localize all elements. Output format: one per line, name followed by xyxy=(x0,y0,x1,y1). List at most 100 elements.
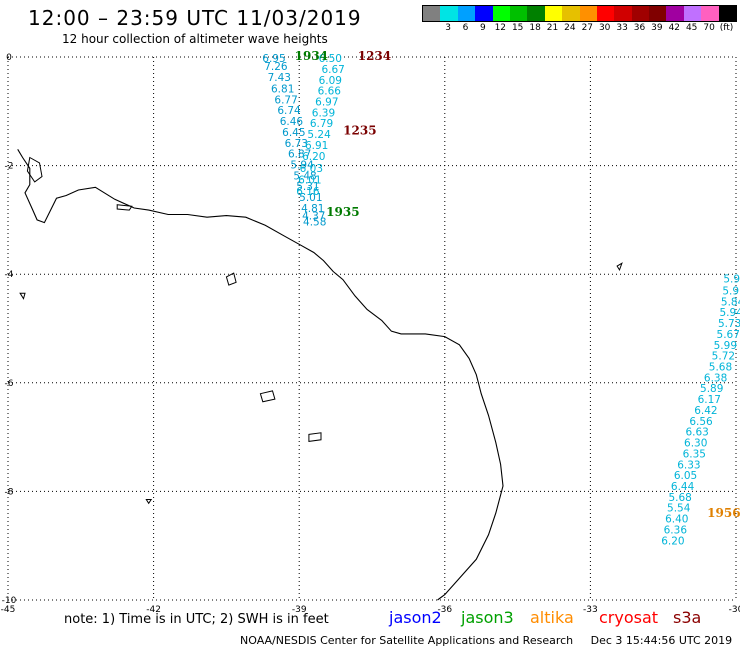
legend-swatch xyxy=(666,6,684,21)
pass-time-label: 1935 xyxy=(326,205,359,219)
swh-reading: 6.38 xyxy=(704,372,727,384)
swh-reading: 5.72 xyxy=(712,351,735,363)
legend-swatch xyxy=(701,6,719,21)
swh-reading: 5.67 xyxy=(717,329,740,341)
credit-text: NOAA/NESDIS Center for Satellite Applica… xyxy=(240,634,574,647)
legend-swatch xyxy=(649,6,667,21)
satellite-name: jason3 xyxy=(461,608,514,627)
footer-note: note: 1) Time is in UTC; 2) SWH is in fe… xyxy=(64,612,329,627)
pass-time-label: 1235 xyxy=(343,123,376,137)
swh-reading: 5.68 xyxy=(668,492,691,504)
swh-reading: 6.87 xyxy=(288,149,311,161)
map-subtitle: 12 hour collection of altimeter wave hei… xyxy=(62,32,328,46)
legend-tick-label: 39 xyxy=(651,23,663,33)
island-outline xyxy=(259,390,276,403)
legend-tick-label: 21 xyxy=(546,23,559,33)
swh-reading: 4.58 xyxy=(303,217,326,229)
legend-tick-label: 36 xyxy=(633,23,646,33)
legend-tick-label: 6 xyxy=(462,23,469,33)
swh-reading: 6.81 xyxy=(271,83,294,95)
legend-tick-label: 18 xyxy=(529,23,541,33)
swh-reading: 6.91 xyxy=(305,140,328,152)
swh-reading: 5.89 xyxy=(700,383,723,395)
swh-reading: 5.96 xyxy=(723,274,740,286)
credit-line: NOAA/NESDIS Center for Satellite Applica… xyxy=(240,634,732,647)
pass-time-label: 1234 xyxy=(358,49,391,63)
legend-swatch xyxy=(718,6,737,21)
satellite-name: s3a xyxy=(673,608,702,627)
map-title: 12:00 – 23:59 UTC 11/03/2019 xyxy=(28,6,362,30)
pass-time-label: 1956 xyxy=(707,506,740,520)
swh-reading: 6.09 xyxy=(319,75,342,87)
legend-swatch xyxy=(527,6,545,21)
legend-tick-label: 27 xyxy=(581,23,594,33)
island-outline xyxy=(616,262,623,272)
coastline xyxy=(17,149,623,601)
legend-swatch xyxy=(440,6,458,21)
swh-reading: 5.68 xyxy=(709,362,732,374)
swh-reading: 4.81 xyxy=(301,203,324,215)
lon-tick-label: -42 xyxy=(146,605,161,615)
legend-swatch xyxy=(475,6,493,21)
swh-reading: 5.31 xyxy=(296,181,319,193)
swh-reading: 5.24 xyxy=(307,129,331,141)
pass-time-labels: 1934 1234 1235 1935 1956 xyxy=(295,49,740,520)
legend-tick-label: 24 xyxy=(564,23,576,33)
legend-tick-label: 42 xyxy=(668,23,681,33)
axis-labels: -45 -42 -39 -36 -33 -30 0 -2 -4 -6 -8 -10 xyxy=(1,53,740,615)
swh-reading: 6.66 xyxy=(318,86,342,98)
satellite-name: jason2 xyxy=(389,608,442,627)
swh-reading: 6.77 xyxy=(274,94,297,106)
legend-tick-label: 9 xyxy=(480,23,486,33)
island-outline xyxy=(19,292,26,300)
swh-reading: 6.35 xyxy=(683,448,706,460)
lat-tick-label: -4 xyxy=(5,270,14,280)
swh-reading: 6.73 xyxy=(285,138,308,150)
island-outline xyxy=(145,499,153,505)
swh-reading: 6.56 xyxy=(689,416,713,428)
legend-unit: (ft) xyxy=(719,23,734,33)
swh-reading: 6.36 xyxy=(664,524,688,536)
color-legend: 3 6 9 12 15 18 21 24 27 30 33 36 39 42 45 70 (ft) xyxy=(422,5,738,36)
lon-tick-label: -33 xyxy=(583,605,598,615)
island-outline xyxy=(116,204,133,211)
legend-swatch xyxy=(509,6,528,21)
swh-reading: 5.84 xyxy=(721,296,740,308)
swh-reading: 6.95 xyxy=(262,53,285,65)
swh-reading: 6.20 xyxy=(302,151,325,163)
lon-tick-label: -39 xyxy=(292,605,307,615)
legend-swatch xyxy=(596,6,615,21)
swh-reading: 6.16 xyxy=(296,186,320,198)
swh-reading: 6.05 xyxy=(674,470,697,482)
lon-tick-label: -36 xyxy=(437,605,452,615)
lat-tick-label: -10 xyxy=(2,596,17,606)
swh-reading: 6.46 xyxy=(280,116,304,128)
legend-swatch xyxy=(579,6,597,21)
pass-time-label: 1934 xyxy=(295,49,328,63)
legend-swatch xyxy=(457,6,476,21)
legend-swatch xyxy=(562,6,580,21)
island-outline xyxy=(225,272,237,286)
swh-reading: 4.37 xyxy=(302,211,325,223)
lon-tick-label: -45 xyxy=(1,605,16,615)
legend-tick-label: 45 xyxy=(685,23,698,33)
swh-reading: 6.63 xyxy=(685,427,708,439)
satellite-name: cryosat xyxy=(599,608,659,627)
legend-tick-label: 70 xyxy=(703,23,715,33)
swh-reading: 6.97 xyxy=(315,97,338,109)
swh-reading: 5.94 xyxy=(719,307,740,319)
lat-tick-label: -8 xyxy=(5,487,14,497)
swh-reading: 5.73 xyxy=(718,318,740,330)
legend-swatch xyxy=(544,6,563,21)
island-outline xyxy=(308,432,322,442)
legend-ticks: 3 6 9 12 15 18 21 24 27 30 33 36 39 42 45 70 (ft) xyxy=(422,22,737,36)
swh-reading: 6.79 xyxy=(310,118,333,130)
swh-reading: 7.43 xyxy=(268,72,291,84)
legend-tick-label: 15 xyxy=(511,23,524,33)
legend-tick-label: 33 xyxy=(616,23,628,33)
island-outline xyxy=(26,156,43,183)
swh-reading: 6.30 xyxy=(684,438,707,450)
legend-swatch xyxy=(614,6,632,21)
swh-reading: 6.74 xyxy=(277,105,301,117)
